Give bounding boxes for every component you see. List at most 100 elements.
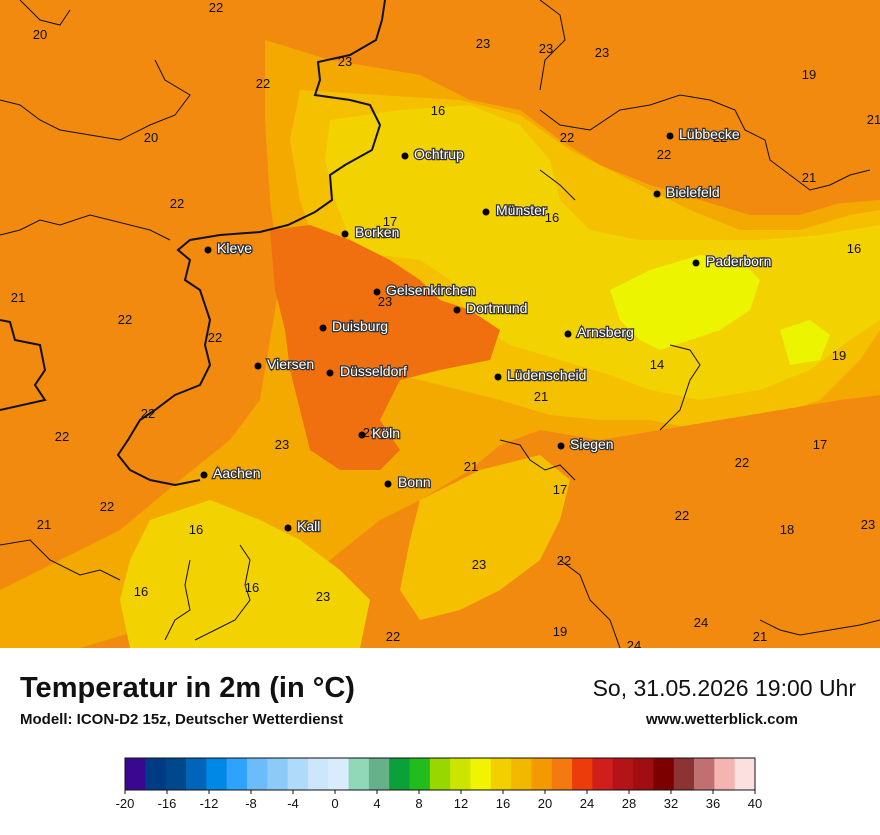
svg-text:Dortmund: Dortmund	[466, 300, 527, 316]
footer: Temperatur in 2m (in °C) Modell: ICON-D2…	[0, 648, 880, 830]
city-borken[interactable]: Borken	[341, 223, 401, 241]
svg-text:Duisburg: Duisburg	[332, 318, 388, 334]
city-arnsberg[interactable]: Arnsberg	[564, 323, 635, 341]
city-bonn[interactable]: Bonn	[384, 473, 432, 491]
legend-swatches	[124, 757, 756, 791]
legend-tick-label: -8	[245, 796, 257, 811]
legend-swatch	[592, 758, 614, 790]
svg-text:Viersen: Viersen	[267, 356, 314, 372]
legend-tick-label: -4	[287, 796, 299, 811]
val-26: 21	[534, 389, 548, 404]
city-gelsenkirchen[interactable]: Gelsenkirchen	[373, 281, 477, 299]
legend-swatch	[612, 758, 634, 790]
city-dortmund[interactable]: Dortmund	[453, 299, 529, 317]
legend-tick-label: 8	[415, 796, 422, 811]
svg-text:Köln: Köln	[372, 425, 400, 441]
temperature-values: 22 20 23 23 23 23 19 22 16 20 22 22 21 2…	[11, 0, 880, 648]
val-30: 17	[813, 437, 827, 452]
val-25: 22	[141, 406, 155, 421]
legend-tick-label: 4	[373, 796, 380, 811]
val-13: 21	[802, 170, 816, 185]
city-duesseldorf[interactable]: Düsseldorf	[326, 362, 408, 380]
val-3: 23	[539, 41, 553, 56]
svg-text:Bielefeld: Bielefeld	[666, 184, 720, 200]
val-4: 23	[595, 45, 609, 60]
legend-swatch	[653, 758, 675, 790]
val-10: 22	[560, 130, 574, 145]
legend-swatch	[165, 758, 187, 790]
val-34: 17	[553, 482, 567, 497]
legend-swatch	[429, 758, 451, 790]
val-27: 23	[275, 437, 289, 452]
val-40: 18	[780, 522, 794, 537]
val-46: 24	[694, 615, 708, 630]
val-20: 21	[11, 290, 25, 305]
val-35: 22	[675, 508, 689, 523]
val-31: 21	[464, 459, 478, 474]
temp-zone-14	[610, 255, 760, 350]
city-bielefeld[interactable]: Bielefeld	[653, 183, 721, 201]
city-kleve[interactable]: Kleve	[204, 239, 253, 257]
legend-tick-label: 16	[496, 796, 510, 811]
val-45: 19	[553, 624, 567, 639]
city-koeln[interactable]: Köln	[358, 424, 401, 442]
val-47: 24	[627, 638, 641, 648]
val-8: 16	[431, 103, 445, 118]
svg-text:Münster: Münster	[496, 202, 547, 218]
legend-tick-label: -20	[116, 796, 135, 811]
forecast-datetime: So, 31.05.2026 19:00 Uhr	[592, 675, 856, 701]
val-18: 22	[118, 312, 132, 327]
city-luedenscheid[interactable]: Lüdenscheid	[494, 366, 588, 384]
val-14: 22	[170, 196, 184, 211]
val-29: 22	[55, 429, 69, 444]
svg-text:Kleve: Kleve	[217, 240, 252, 256]
val-15: 17	[383, 214, 397, 229]
val-2: 23	[476, 36, 490, 51]
legend-tick-label: 28	[622, 796, 636, 811]
legend-swatch	[246, 758, 268, 790]
legend-swatch	[531, 758, 553, 790]
val-1: 20	[33, 27, 47, 42]
svg-text:Düsseldorf: Düsseldorf	[340, 363, 407, 379]
legend-swatch	[125, 758, 146, 790]
city-kall[interactable]: Kall	[284, 517, 322, 535]
city-muenster[interactable]: Münster	[482, 201, 548, 219]
legend-swatch	[267, 758, 289, 790]
val-22: 22	[713, 130, 727, 145]
temp-zone-18-south	[400, 455, 570, 620]
svg-text:Bonn: Bonn	[398, 474, 431, 490]
svg-text:Arnsberg: Arnsberg	[577, 324, 634, 340]
val-6: 19	[802, 67, 816, 82]
svg-text:Ochtrup: Ochtrup	[414, 146, 464, 162]
legend-tick-label: 20	[538, 796, 552, 811]
legend-swatch	[572, 758, 593, 790]
legend-tick-label: 32	[664, 796, 678, 811]
color-legend: -20 -16 -12 -8 -4 0 4 8 12 16 20 24 28 32 36 40	[115, 752, 775, 830]
legend-swatch	[409, 758, 431, 790]
svg-text:Borken: Borken	[355, 224, 399, 240]
legend-tick-label: 24	[580, 796, 594, 811]
legend-tick-label: -16	[158, 796, 177, 811]
val-16: 16	[545, 210, 559, 225]
temperature-map[interactable]: 22 20 23 23 23 23 19 22 16 20 22 22 21 2…	[0, 0, 880, 648]
legend-swatch	[673, 758, 695, 790]
legend-border	[124, 757, 756, 791]
city-ochtrup[interactable]: Ochtrup	[401, 145, 465, 163]
legend-swatch	[490, 758, 512, 790]
legend-tick-label: -12	[200, 796, 219, 811]
city-viersen[interactable]: Viersen	[254, 355, 315, 373]
val-0: 22	[209, 0, 223, 15]
legend-swatch	[307, 758, 329, 790]
val-33: 22	[100, 499, 114, 514]
city-paderborn[interactable]: Paderborn	[692, 252, 773, 270]
legend-ticks: -20 -16 -12 -8 -4 0 4 8 12 16 20 24 28 32 36 40	[116, 790, 762, 811]
legend-swatch	[287, 758, 309, 790]
city-siegen[interactable]: Siegen	[557, 435, 615, 453]
website-link[interactable]: www.wetterblick.com	[646, 711, 798, 728]
city-aachen[interactable]: Aachen	[200, 464, 262, 482]
legend-swatch	[226, 758, 248, 790]
legend-tick-label: 40	[748, 796, 762, 811]
city-duisburg[interactable]: Duisburg	[319, 317, 389, 335]
city-luebbecke[interactable]: Lübbecke	[666, 125, 741, 143]
val-7: 22	[256, 76, 270, 91]
